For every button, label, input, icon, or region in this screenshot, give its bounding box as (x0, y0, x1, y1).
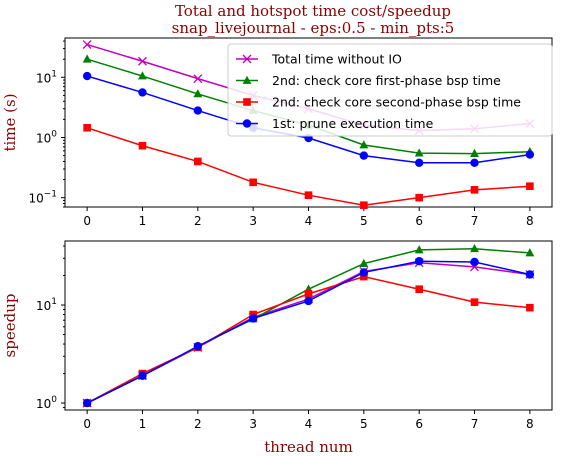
legend-label: 1st: prune execution time (272, 116, 434, 131)
series-triangle-1 (82, 243, 535, 407)
figure-title-line1: Total and hotspot time cost/speedup (175, 2, 451, 20)
legend-entry: 1st: prune execution time (236, 116, 434, 131)
y-tick-label: 10−1 (28, 190, 57, 206)
y-tick-label: 101 (36, 297, 57, 313)
data-point (138, 56, 147, 66)
legend-box (227, 43, 553, 137)
data-point (470, 257, 479, 267)
y-tick-label: 100 (36, 395, 57, 411)
legend-label: Total time without IO (271, 52, 402, 67)
data-point (526, 182, 534, 191)
data-point (525, 248, 535, 257)
data-point (359, 140, 369, 149)
data-point (470, 298, 479, 306)
data-point (82, 40, 92, 50)
data-point (415, 285, 423, 294)
data-point (83, 123, 91, 132)
data-point (414, 257, 424, 266)
data-point (414, 245, 424, 254)
data-point (360, 201, 368, 209)
data-point (249, 178, 257, 187)
data-point (138, 371, 147, 380)
data-point (470, 186, 479, 194)
data-point (248, 314, 258, 323)
series-line (86, 260, 531, 404)
legend-entry: 2nd: check core first-phase bsp time (236, 73, 501, 88)
x-tick-label: 0 (83, 417, 91, 431)
legend-marker (242, 75, 252, 84)
x-tick-label: 1 (139, 417, 147, 431)
x-tick-label: 8 (526, 417, 534, 431)
data-point (138, 71, 147, 80)
data-point (304, 296, 313, 306)
data-point (525, 270, 535, 279)
data-point (82, 71, 92, 81)
data-point (193, 342, 203, 351)
x-tick-label: 4 (305, 214, 313, 228)
data-point (415, 193, 423, 202)
x-tick-label: 6 (415, 417, 423, 431)
data-point (304, 191, 313, 199)
data-point (470, 243, 479, 253)
x-tick-label: 2 (194, 214, 202, 228)
time-panel: 0 1 2 3 4 5 6 7 8 10−1 100 101 time (s) Total time wi… (1, 37, 553, 228)
y-axis-label: speedup (1, 294, 19, 358)
y-axis-label: time (s) (1, 93, 19, 151)
series-x-0 (82, 258, 535, 408)
x-axis-label: thread num (264, 438, 353, 456)
data-point (138, 88, 147, 97)
data-point (359, 268, 369, 277)
data-point (304, 290, 313, 298)
legend-marker (243, 98, 251, 106)
y-tick-label: 100 (36, 129, 57, 145)
legend-label: 2nd: check core second-phase bsp time (272, 95, 521, 110)
data-point (526, 303, 534, 312)
axes-frame (64, 240, 553, 411)
data-point (525, 150, 535, 159)
legend-entry: 2nd: check core second-phase bsp time (236, 95, 521, 110)
legend-marker (242, 119, 252, 128)
legend-marker (242, 54, 252, 64)
y-tick-label: 101 (36, 69, 57, 85)
data-point (470, 158, 479, 167)
series-line (86, 261, 530, 404)
series-line (86, 248, 530, 404)
data-point (194, 157, 202, 166)
series-circle-3 (82, 257, 535, 408)
x-tick-label: 6 (415, 214, 423, 228)
x-tick-label: 5 (360, 417, 368, 431)
x-tick-label: 5 (360, 214, 368, 228)
x-tick-label: 7 (471, 214, 479, 228)
data-point (414, 148, 424, 157)
x-tick-label: 3 (249, 417, 257, 431)
data-point (82, 398, 92, 408)
data-point (359, 151, 369, 160)
legend-label: 2nd: check core first-phase bsp time (272, 73, 501, 88)
data-point (193, 89, 203, 98)
x-tick-label: 0 (83, 214, 91, 228)
data-point (414, 158, 424, 167)
x-tick-label: 1 (139, 214, 147, 228)
legend: Total time without IO 2nd: check core fir… (227, 43, 553, 137)
data-point (138, 141, 147, 150)
x-tick-label: 8 (526, 214, 534, 228)
figure-title-line2: snap_livejournal - eps:0.5 - min_pts:5 (172, 19, 455, 37)
x-tick-label: 4 (305, 417, 313, 431)
series-square-2 (83, 123, 534, 209)
data-point (193, 74, 203, 84)
x-tick-label: 2 (194, 417, 202, 431)
legend-entry: Total time without IO (236, 52, 402, 67)
data-point (359, 258, 369, 267)
x-tick-label: 3 (249, 214, 257, 228)
data-point (470, 148, 479, 158)
speedup-panel: 0 1 2 3 4 5 6 7 8 100 101 speedup thread num (1, 240, 553, 456)
data-point (193, 106, 203, 115)
series-square-2 (83, 272, 534, 407)
data-point (82, 54, 92, 63)
x-tick-label: 7 (471, 417, 479, 431)
